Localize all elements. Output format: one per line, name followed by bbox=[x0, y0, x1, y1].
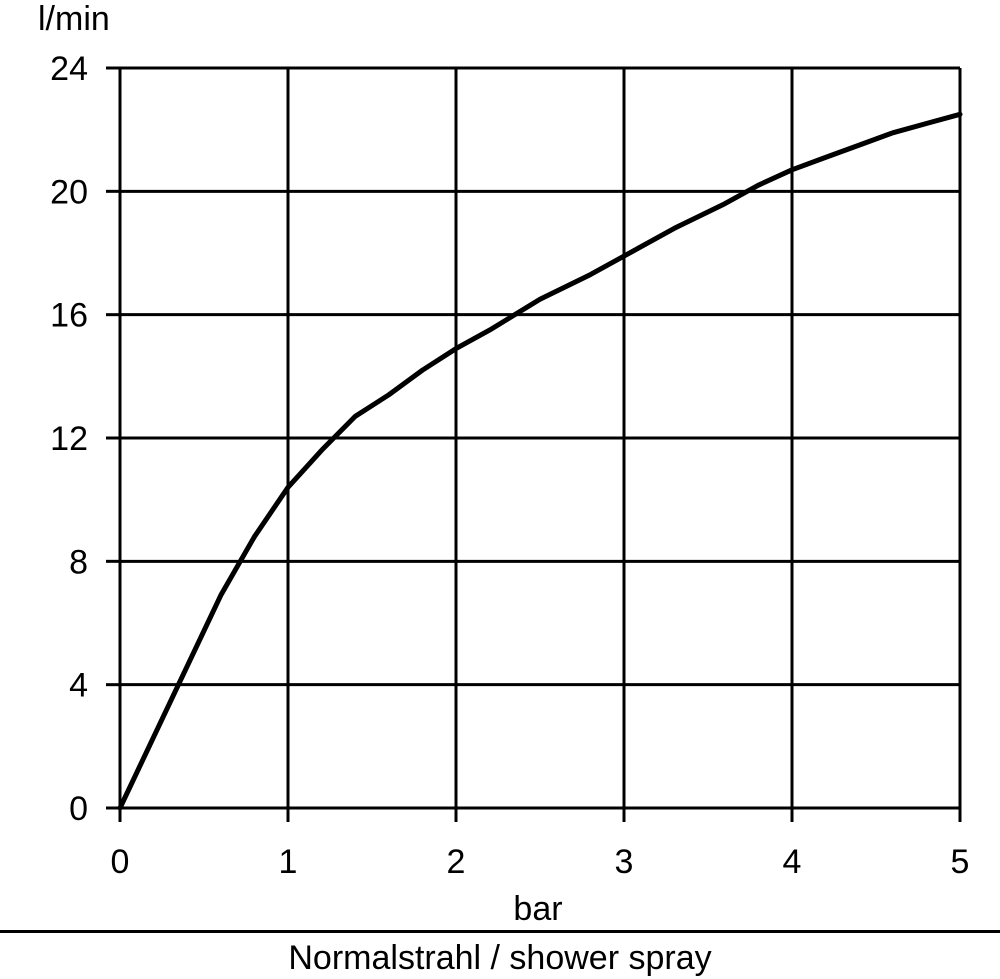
x-tick-label: 3 bbox=[615, 843, 634, 881]
y-tick-label: 0 bbox=[69, 790, 88, 828]
x-tick-label: 4 bbox=[783, 843, 802, 881]
series-line-0 bbox=[117, 111, 963, 811]
caption-divider bbox=[0, 930, 1000, 933]
series bbox=[117, 111, 963, 811]
y-tick-labels: 0 4 8 12 16 20 24 bbox=[50, 50, 88, 828]
x-axis-label: bar bbox=[513, 890, 562, 928]
chart-caption: Normalstrahl / shower spray bbox=[288, 939, 712, 977]
y-tick-label: 4 bbox=[69, 667, 88, 705]
y-tick-label: 16 bbox=[50, 297, 88, 335]
y-tick-label: 12 bbox=[50, 420, 88, 458]
x-tick-label: 5 bbox=[951, 843, 970, 881]
y-axis-label: l/min bbox=[38, 0, 110, 38]
y-tick-label: 8 bbox=[69, 543, 88, 581]
grid bbox=[120, 66, 962, 808]
y-tick-label: 24 bbox=[50, 50, 88, 88]
y-tick-label: 20 bbox=[50, 173, 88, 211]
x-tick-labels: 0 1 2 3 4 5 bbox=[111, 843, 970, 881]
axes bbox=[106, 66, 962, 822]
x-tick-label: 2 bbox=[447, 843, 466, 881]
x-tick-label: 1 bbox=[279, 843, 298, 881]
x-tick-label: 0 bbox=[111, 843, 130, 881]
